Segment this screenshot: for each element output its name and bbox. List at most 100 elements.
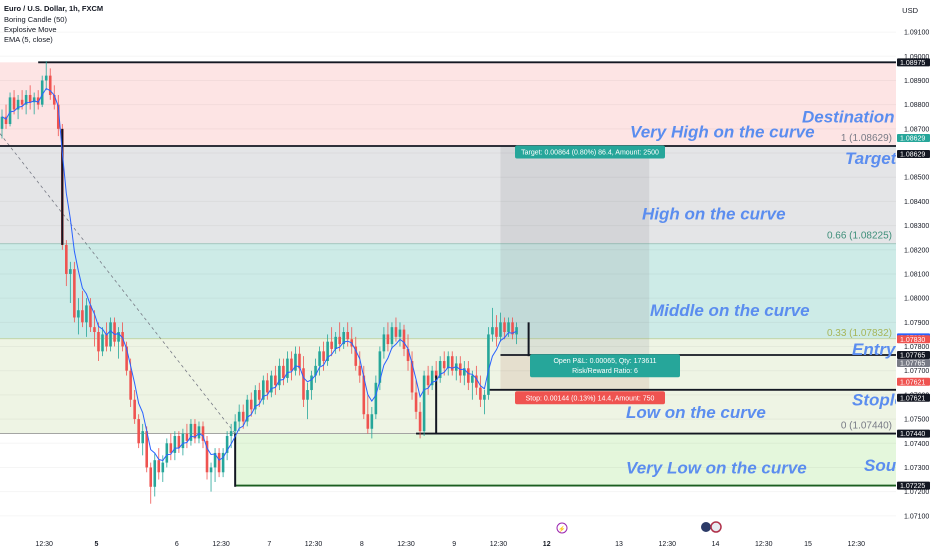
candle[interactable]	[270, 375, 273, 393]
candle[interactable]	[97, 332, 100, 352]
candle[interactable]	[499, 322, 502, 337]
candle[interactable]	[241, 411, 245, 422]
candle[interactable]	[20, 99, 24, 105]
candle[interactable]	[12, 97, 16, 110]
candle[interactable]	[209, 467, 213, 473]
candle[interactable]	[24, 94, 28, 105]
candle[interactable]	[197, 426, 201, 439]
candle[interactable]	[306, 390, 309, 400]
candle[interactable]	[515, 327, 518, 335]
candle[interactable]	[390, 327, 394, 345]
candle[interactable]	[366, 414, 370, 429]
candle[interactable]	[450, 356, 454, 371]
candle[interactable]	[36, 97, 40, 105]
candle[interactable]	[253, 390, 257, 410]
candle[interactable]	[181, 433, 185, 449]
candle[interactable]	[422, 375, 426, 432]
candle[interactable]	[157, 460, 161, 473]
candle[interactable]	[358, 365, 362, 376]
position-target-label[interactable]: Target: 0.00864 (0.80%) 86.4, Amount: 25…	[515, 145, 665, 159]
candle[interactable]	[398, 329, 402, 337]
candle[interactable]	[229, 431, 233, 436]
candle[interactable]	[266, 380, 269, 393]
candle[interactable]	[28, 94, 32, 103]
candle[interactable]	[169, 443, 173, 453]
candle[interactable]	[177, 436, 181, 449]
candle[interactable]	[32, 97, 36, 103]
candle[interactable]	[483, 394, 486, 400]
candle[interactable]	[52, 94, 56, 105]
position-profit-zone[interactable]	[500, 146, 650, 355]
candle[interactable]	[101, 334, 104, 352]
candle[interactable]	[109, 322, 112, 347]
candle[interactable]	[165, 443, 169, 463]
candle[interactable]	[418, 411, 422, 432]
candle[interactable]	[278, 365, 281, 386]
candle[interactable]	[233, 421, 237, 432]
candle[interactable]	[153, 460, 157, 487]
candle[interactable]	[48, 75, 52, 95]
candle[interactable]	[463, 368, 466, 376]
candle[interactable]	[129, 370, 132, 400]
us-flag-icon[interactable]	[710, 521, 722, 533]
candle[interactable]	[4, 116, 8, 124]
candle[interactable]	[249, 399, 253, 410]
eu-flag-icon[interactable]	[701, 522, 711, 532]
candle[interactable]	[89, 305, 92, 328]
indicator-ema[interactable]: EMA (5, close)	[4, 35, 53, 44]
candle[interactable]	[410, 361, 414, 393]
candle[interactable]	[487, 334, 490, 395]
candle[interactable]	[262, 380, 265, 400]
candle[interactable]	[362, 375, 366, 415]
candle[interactable]	[406, 348, 410, 362]
candle[interactable]	[44, 75, 48, 81]
candle[interactable]	[378, 351, 382, 383]
candle[interactable]	[479, 387, 482, 400]
candle[interactable]	[117, 332, 120, 342]
candle[interactable]	[310, 375, 313, 391]
candle[interactable]	[161, 462, 165, 473]
candle[interactable]	[426, 375, 430, 386]
candle[interactable]	[81, 310, 84, 323]
indicator-explosive-move[interactable]: Explosive Move	[4, 25, 57, 34]
candle[interactable]	[511, 322, 514, 335]
candle[interactable]	[503, 322, 506, 332]
candle[interactable]	[386, 334, 390, 345]
candle[interactable]	[314, 365, 317, 376]
candle[interactable]	[326, 341, 329, 362]
symbol-title[interactable]: Euro / U.S. Dollar, 1h, FXCM	[4, 4, 104, 13]
candle[interactable]	[430, 370, 434, 386]
candle[interactable]	[257, 390, 261, 400]
candle[interactable]	[16, 99, 20, 110]
candle[interactable]	[294, 353, 297, 371]
candle[interactable]	[346, 332, 350, 340]
candle[interactable]	[73, 269, 76, 318]
indicator-boring-candle[interactable]: Boring Candle (50)	[4, 15, 67, 24]
candle[interactable]	[221, 452, 225, 473]
candle[interactable]	[189, 423, 193, 441]
candle[interactable]	[193, 423, 197, 439]
candle[interactable]	[338, 336, 341, 345]
candle[interactable]	[298, 353, 301, 369]
candle[interactable]	[382, 334, 386, 352]
candle[interactable]	[205, 440, 209, 473]
candle[interactable]	[65, 244, 68, 274]
candle[interactable]	[77, 310, 80, 318]
candle[interactable]	[495, 327, 498, 337]
lightning-event-icon[interactable]	[556, 522, 568, 534]
candle[interactable]	[217, 452, 221, 473]
candle[interactable]	[414, 392, 418, 412]
candle[interactable]	[69, 269, 72, 274]
candle[interactable]	[446, 356, 450, 369]
candle[interactable]	[374, 382, 378, 415]
candle[interactable]	[322, 351, 325, 362]
candle[interactable]	[113, 322, 116, 342]
price-axis[interactable]	[896, 0, 932, 550]
candle[interactable]	[475, 375, 478, 388]
candle[interactable]	[133, 399, 136, 420]
candle[interactable]	[0, 116, 4, 129]
candle[interactable]	[402, 329, 406, 349]
candle[interactable]	[318, 351, 321, 366]
candle[interactable]	[237, 411, 241, 422]
